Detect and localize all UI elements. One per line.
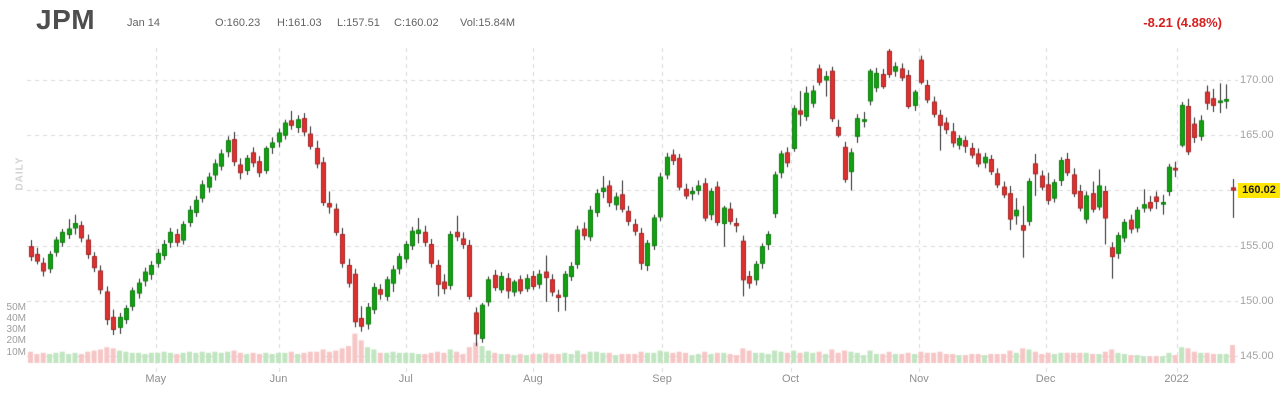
month-axis-tick: Dec xyxy=(1035,373,1056,385)
last-price-tag: 160.02 xyxy=(1238,182,1280,198)
month-axis-tick: Oct xyxy=(781,373,800,385)
volume-value-label: Vol:15.84M xyxy=(460,17,516,29)
volume-axis-tick: 50M xyxy=(6,301,26,313)
month-axis-tick: 2022 xyxy=(1164,373,1189,385)
month-axis-tick: Sep xyxy=(652,373,672,385)
month-axis-tick: Jul xyxy=(398,373,413,385)
price-axis-tick: 155.00 xyxy=(1240,239,1274,252)
month-axis-tick: Aug xyxy=(523,373,543,385)
price-axis-tick: 145.00 xyxy=(1240,350,1274,362)
price-axis-tick: 165.00 xyxy=(1240,129,1274,142)
ticker-symbol: JPM xyxy=(36,4,96,35)
month-axis-tick: Nov xyxy=(909,373,929,385)
close-value-label: C:160.02 xyxy=(394,17,439,29)
quote-date-label: Jan 14 xyxy=(127,17,161,29)
price-axis-tick: 170.00 xyxy=(1240,74,1274,86)
volume-axis-tick: 10M xyxy=(6,346,26,358)
volume-axis-tick: 20M xyxy=(6,335,26,347)
month-axis-tick: Jun xyxy=(269,373,288,385)
price-change-label: -8.21 (4.88%) xyxy=(1143,15,1222,30)
open-value-label: O:160.23 xyxy=(215,17,261,29)
timeframe-daily-label: DAILY xyxy=(14,156,26,191)
volume-axis-tick: 40M xyxy=(6,312,26,324)
low-value-label: L:157.51 xyxy=(337,17,380,29)
month-axis-tick: May xyxy=(145,373,167,385)
high-value-label: H:161.03 xyxy=(277,17,322,29)
price-axis-tick: 150.00 xyxy=(1240,294,1274,307)
volume-axis-tick: 30M xyxy=(6,324,26,336)
